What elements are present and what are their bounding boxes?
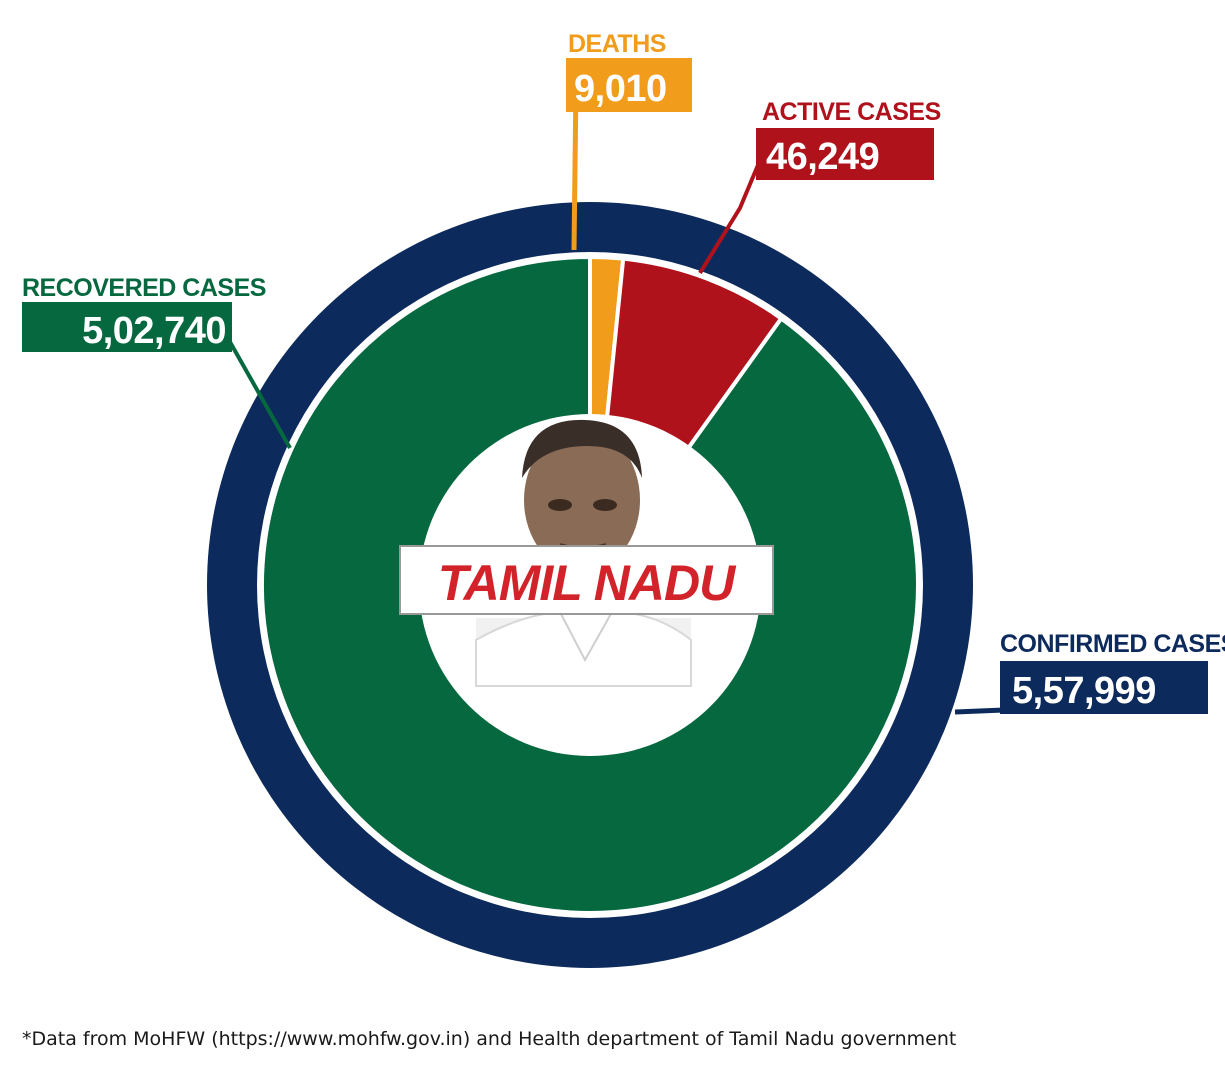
recovered-label: RECOVERED CASES (22, 274, 266, 302)
recovered-leader-line (228, 341, 292, 449)
confirmed-callout: CONFIRMED CASES 5,57,999 (954, 630, 1225, 715)
deaths-label: DEATHS (568, 30, 666, 58)
confirmed-value-box (1000, 661, 1208, 714)
active-label: ACTIVE CASES (762, 98, 941, 126)
deaths-value: 9,010 (574, 68, 667, 110)
confirmed-value: 5,57,999 (1012, 670, 1156, 712)
confirmed-leader-line (954, 707, 1005, 715)
confirmed-label: CONFIRMED CASES (1000, 630, 1225, 658)
source-footnote: *Data from MoHFW (https://www.mohfw.gov.… (22, 1028, 957, 1050)
recovered-value-box (22, 302, 232, 352)
active-value-box (756, 128, 934, 180)
portrait-photo-icon (475, 419, 692, 687)
deaths-callout: DEATHS 9,010 (566, 30, 692, 251)
center-title-box (399, 545, 774, 615)
center-title: TAMIL NADU (438, 555, 737, 611)
active-leader-line (698, 164, 760, 275)
active-value: 46,249 (766, 136, 879, 178)
active-callout: ACTIVE CASES 46,249 (698, 98, 941, 275)
recovered-callout: RECOVERED CASES 5,02,740 (22, 274, 292, 449)
recovered-value: 5,02,740 (82, 310, 226, 352)
deaths-value-box (566, 58, 692, 112)
